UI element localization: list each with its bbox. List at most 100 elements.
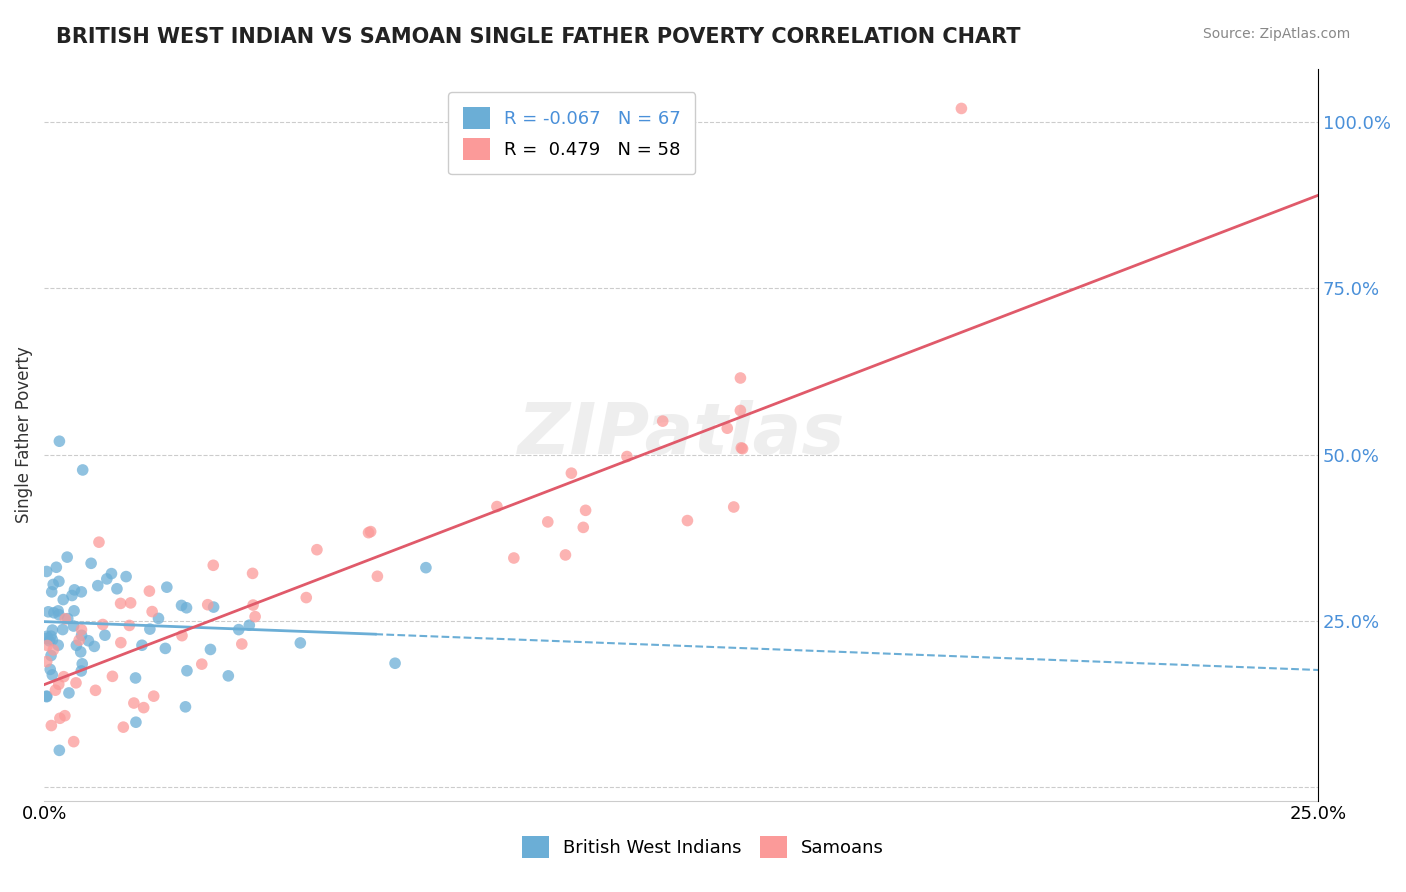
Point	[110, 596, 132, 610]
Point	[58, 686, 80, 700]
Point	[560, 466, 582, 480]
Point	[174, 699, 197, 714]
Point	[651, 414, 673, 428]
Point	[96, 572, 118, 586]
Point	[170, 629, 193, 643]
Point	[35, 689, 58, 703]
Point	[176, 600, 198, 615]
Point	[35, 565, 58, 579]
Point	[142, 689, 165, 703]
Point	[56, 550, 79, 565]
Point	[41, 718, 63, 732]
Point	[70, 657, 93, 671]
Point	[87, 535, 110, 549]
Point	[72, 463, 94, 477]
Point	[77, 633, 100, 648]
Point	[48, 743, 70, 757]
Point	[41, 632, 63, 647]
Point	[35, 655, 58, 669]
Point	[38, 633, 60, 648]
Point	[44, 683, 66, 698]
Point	[118, 618, 141, 632]
Point	[415, 560, 437, 574]
Point	[290, 636, 312, 650]
Point	[70, 623, 93, 637]
Point	[105, 582, 128, 596]
Point	[384, 657, 406, 671]
Point	[242, 598, 264, 612]
Point	[70, 628, 93, 642]
Point	[39, 629, 62, 643]
Point	[52, 623, 75, 637]
Point	[70, 664, 93, 678]
Point	[41, 623, 63, 637]
Point	[52, 592, 75, 607]
Point	[46, 604, 69, 618]
Point	[39, 648, 62, 663]
Point	[148, 611, 170, 625]
Point	[53, 612, 76, 626]
Point	[357, 525, 380, 540]
Point	[62, 619, 84, 633]
Point	[730, 403, 752, 417]
Point	[141, 605, 163, 619]
Point	[41, 668, 63, 682]
Point	[242, 566, 264, 581]
Point	[676, 514, 699, 528]
Point	[156, 580, 179, 594]
Point	[730, 441, 752, 455]
Point	[70, 585, 93, 599]
Point	[42, 606, 65, 620]
Point	[228, 623, 250, 637]
Point	[63, 582, 86, 597]
Point	[366, 569, 388, 583]
Point	[124, 671, 146, 685]
Point	[243, 609, 266, 624]
Point	[155, 641, 177, 656]
Point	[202, 600, 225, 615]
Point	[112, 720, 135, 734]
Point	[716, 421, 738, 435]
Point	[115, 569, 138, 583]
Point	[197, 598, 219, 612]
Point	[238, 618, 260, 632]
Point	[170, 599, 193, 613]
Point	[537, 515, 560, 529]
Point	[69, 645, 91, 659]
Point	[554, 548, 576, 562]
Point	[120, 596, 142, 610]
Point	[100, 566, 122, 581]
Point	[101, 669, 124, 683]
Point	[37, 639, 59, 653]
Point	[84, 683, 107, 698]
Point	[48, 574, 70, 589]
Point	[35, 690, 58, 704]
Point	[56, 612, 79, 626]
Legend: R = -0.067   N = 67, R =  0.479   N = 58: R = -0.067 N = 67, R = 0.479 N = 58	[449, 92, 695, 174]
Point	[295, 591, 318, 605]
Point	[63, 604, 86, 618]
Point	[39, 662, 62, 676]
Point	[41, 585, 63, 599]
Point	[65, 676, 87, 690]
Point	[122, 696, 145, 710]
Point	[62, 734, 84, 748]
Point	[42, 643, 65, 657]
Point	[37, 605, 59, 619]
Point	[575, 503, 598, 517]
Point	[42, 577, 65, 591]
Point	[200, 642, 222, 657]
Point	[52, 670, 75, 684]
Point	[305, 542, 328, 557]
Point	[217, 669, 239, 683]
Text: Source: ZipAtlas.com: Source: ZipAtlas.com	[1202, 27, 1350, 41]
Point	[67, 633, 90, 648]
Point	[65, 639, 87, 653]
Point	[191, 657, 214, 672]
Point	[48, 607, 70, 622]
Point	[45, 560, 67, 574]
Point	[87, 579, 110, 593]
Point	[35, 629, 58, 643]
Point	[131, 638, 153, 652]
Point	[360, 524, 382, 539]
